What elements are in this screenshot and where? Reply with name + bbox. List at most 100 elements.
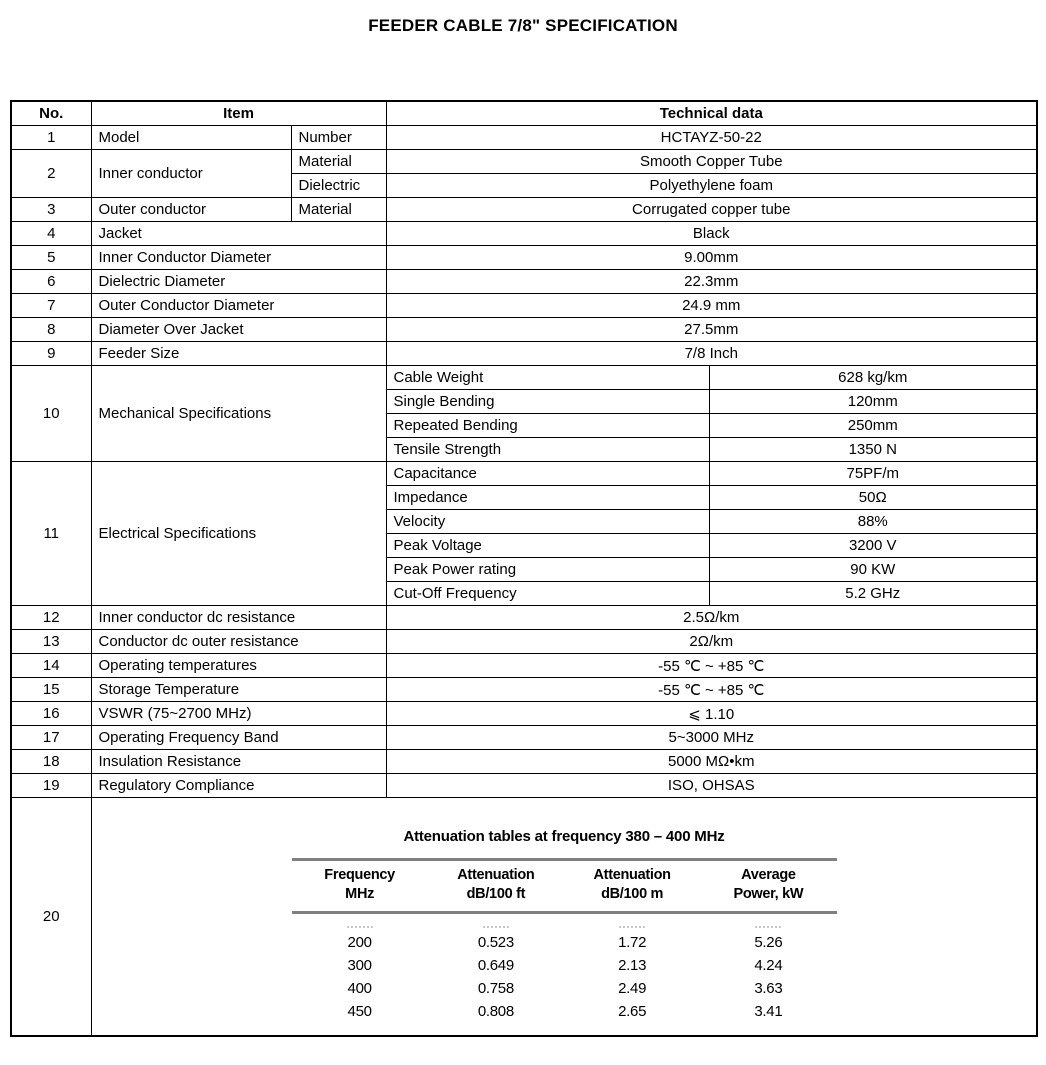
attenuation-col-header: Average Power, kW (700, 866, 836, 904)
cell-sub-label: Number (290, 125, 387, 150)
table-row-attenuation: 20 Attenuation tables at frequency 380 –… (10, 797, 1038, 1037)
attenuation-header-row: Frequency MHz Attenuation dB/100 ft Atte… (291, 858, 837, 915)
cell-sub-label: Repeated Bending (385, 413, 710, 438)
cell-no: 17 (10, 725, 92, 750)
attenuation-col-header: Attenuation dB/100 m (564, 866, 700, 904)
cell-no: 12 (10, 605, 92, 630)
header-line: dB/100 ft (466, 886, 526, 903)
cell-no: 1 (10, 125, 92, 150)
cell-no: 13 (10, 629, 92, 654)
header-line: Power, kW (733, 886, 804, 903)
attenuation-value: 450 (347, 1003, 372, 1021)
cell-sub-label: Cut-Off Frequency (385, 581, 710, 606)
header-line: Average (741, 867, 796, 883)
cell-item: Jacket (90, 221, 387, 246)
cell-value: ISO, OHSAS (385, 773, 1038, 798)
cell-no: 19 (10, 773, 92, 798)
cell-no: 20 (10, 797, 92, 1037)
cell-sub-label: Impedance (385, 485, 710, 510)
header-line: Attenuation (457, 867, 535, 883)
header-row: No. Item Technical data (10, 100, 1038, 126)
cell-item: Model (90, 125, 292, 150)
cell-item: Diameter Over Jacket (90, 317, 387, 342)
cell-item: Conductor dc outer resistance (90, 629, 387, 654)
table-row: 7 Outer Conductor Diameter 24.9 mm (10, 293, 1038, 318)
cell-item: Inner conductor (90, 149, 292, 198)
cell-value: 5.2 GHz (708, 581, 1038, 606)
cell-no: 3 (10, 197, 92, 222)
cell-value: Corrugated copper tube (385, 197, 1038, 222)
cell-value: 88% (708, 509, 1038, 534)
table-row: 10 Mechanical Specifications Cable Weigh… (10, 365, 1038, 462)
cell-item: Dielectric Diameter (90, 269, 387, 294)
col-header-technical-data: Technical data (385, 100, 1038, 126)
table-row: Single Bending 120mm (11, 389, 1038, 414)
attenuation-value: 3.41 (754, 1003, 783, 1021)
table-row: Dielectric Polyethylene foam (11, 173, 1038, 198)
cell-item: Electrical Specifications (90, 461, 387, 606)
cell-item: Insulation Resistance (90, 749, 387, 774)
attenuation-value: 200 (347, 934, 372, 952)
table-row: 12 Inner conductor dc resistance 2.5Ω/km (10, 605, 1038, 630)
cell-no: 16 (10, 701, 92, 726)
cell-value: 50Ω (708, 485, 1038, 510)
table-row: 3 Outer conductor Material Corrugated co… (10, 197, 1038, 222)
table-row: 9 Feeder Size 7/8 Inch (10, 341, 1038, 366)
attenuation-value: 300 (347, 957, 372, 975)
table-row: Cut-Off Frequency 5.2 GHz (11, 581, 1038, 606)
table-row: 1 Model Number HCTAYZ-50-22 (10, 125, 1038, 150)
cell-sub-label: Material (290, 197, 387, 222)
table-row: 17 Operating Frequency Band 5~3000 MHz (10, 725, 1038, 750)
cell-no: 11 (10, 461, 92, 606)
attenuation-value: 0.523 (477, 934, 514, 952)
table-row: Impedance 50Ω (11, 485, 1038, 510)
cell-item: Operating Frequency Band (90, 725, 387, 750)
cell-no: 10 (10, 365, 92, 462)
cell-sub-label: Single Bending (385, 389, 710, 414)
table-row: 6 Dielectric Diameter 22.3mm (10, 269, 1038, 294)
table-row: 16 VSWR (75~2700 MHz) ⩽ 1.10 (10, 701, 1038, 726)
table-row: Peak Voltage 3200 V (11, 533, 1038, 558)
cell-item: Regulatory Compliance (90, 773, 387, 798)
spec-table: No. Item Technical data 1 Model Number H… (10, 100, 1038, 1037)
cell-no: 9 (10, 341, 92, 366)
col-header-item: Item (90, 100, 387, 126)
cell-value: Smooth Copper Tube (385, 149, 1038, 174)
cell-no: 7 (10, 293, 92, 318)
attenuation-value: 0.649 (477, 957, 514, 975)
attenuation-data-row: 300 0.649 2.13 4.24 (292, 954, 837, 977)
cell-item: Storage Temperature (90, 677, 387, 702)
table-row: 2 Inner conductor Material Smooth Copper… (10, 149, 1038, 198)
cell-item: Mechanical Specifications (90, 365, 387, 462)
table-row: 18 Insulation Resistance 5000 MΩ•km (10, 749, 1038, 774)
cell-value: 1350 N (708, 437, 1038, 462)
cell-value: ⩽ 1.10 (385, 701, 1038, 726)
cell-sub-label: Peak Voltage (385, 533, 710, 558)
cell-item: Inner conductor dc resistance (90, 605, 387, 630)
cell-item: Inner Conductor Diameter (90, 245, 387, 270)
cell-value: 27.5mm (385, 317, 1038, 342)
header-line: MHz (345, 886, 375, 903)
attenuation-value: 0.758 (477, 980, 514, 998)
cell-no: 8 (10, 317, 92, 342)
cell-sub-label: Velocity (385, 509, 710, 534)
col-header-no: No. (10, 100, 92, 126)
cell-value: 3200 V (708, 533, 1038, 558)
attenuation-value: 400 (347, 980, 372, 998)
cell-value: 628 kg/km (708, 365, 1038, 390)
cell-value: HCTAYZ-50-22 (385, 125, 1038, 150)
attenuation-value: 2.65 (618, 1003, 647, 1021)
cell-sub-label: Cable Weight (385, 365, 710, 390)
cell-sub-label: Material (290, 149, 387, 174)
cell-item: Outer Conductor Diameter (90, 293, 387, 318)
cell-value: 120mm (708, 389, 1038, 414)
table-row: 13 Conductor dc outer resistance 2Ω/km (10, 629, 1038, 654)
table-row: 4 Jacket Black (10, 221, 1038, 246)
page-title: FEEDER CABLE 7/8" SPECIFICATION (368, 16, 678, 35)
table-row: 8 Diameter Over Jacket 27.5mm (10, 317, 1038, 342)
table-row: 11 Electrical Specifications Capacitance… (10, 461, 1038, 606)
cell-item: Outer conductor (90, 197, 292, 222)
cell-value: 5~3000 MHz (385, 725, 1038, 750)
table-row: Repeated Bending 250mm (11, 413, 1038, 438)
cell-no: 15 (10, 677, 92, 702)
